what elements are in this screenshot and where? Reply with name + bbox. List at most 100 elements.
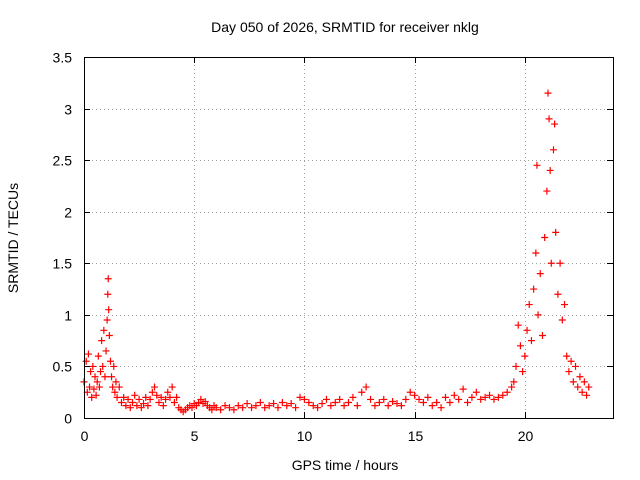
x-tick-label: 10 — [297, 428, 313, 444]
data-point — [102, 347, 110, 355]
data-point — [201, 397, 209, 405]
data-point — [98, 337, 106, 345]
data-point — [84, 350, 92, 358]
data-point — [117, 399, 125, 407]
x-tick-label: 0 — [81, 428, 89, 444]
data-point — [499, 391, 507, 399]
data-point — [140, 400, 148, 408]
data-point — [142, 393, 150, 401]
data-point — [103, 316, 111, 324]
data-point — [567, 357, 575, 365]
data-point — [170, 399, 178, 407]
data-point — [574, 383, 582, 391]
data-point — [464, 399, 472, 407]
data-point — [565, 368, 573, 376]
y-tick-label: 2 — [64, 205, 72, 221]
data-point — [104, 290, 112, 298]
data-point — [519, 368, 527, 376]
data-point — [146, 395, 154, 403]
data-point — [419, 399, 427, 407]
grid-layer — [84, 57, 613, 418]
data-point — [109, 383, 117, 391]
data-point — [585, 383, 593, 391]
data-point — [494, 393, 502, 401]
data-point — [230, 406, 238, 414]
data-point — [371, 402, 379, 410]
data-point — [256, 399, 264, 407]
data-point — [173, 393, 181, 401]
data-point — [433, 399, 441, 407]
data-point — [89, 362, 97, 370]
data-point — [99, 362, 107, 370]
data-point — [93, 378, 101, 386]
data-point — [572, 362, 580, 370]
data-point — [563, 352, 571, 360]
data-point — [292, 404, 300, 412]
y-tick-label: 2.5 — [53, 153, 73, 169]
data-point — [546, 166, 554, 174]
data-point — [345, 399, 352, 407]
data-point — [336, 395, 344, 403]
data-point — [503, 388, 511, 396]
data-point — [544, 89, 552, 97]
data-point — [314, 404, 322, 412]
data-point — [274, 404, 282, 412]
data-point — [472, 388, 480, 396]
data-point — [411, 391, 419, 399]
data-point — [151, 383, 159, 391]
data-point — [558, 316, 566, 324]
data-point — [157, 393, 165, 401]
data-point — [86, 383, 94, 391]
data-point — [508, 383, 516, 391]
x-tick-label: 20 — [518, 428, 534, 444]
data-point — [135, 395, 143, 403]
data-point — [122, 402, 130, 410]
data-point — [234, 402, 242, 410]
data-point — [217, 406, 225, 414]
data-point — [477, 395, 485, 403]
data-point — [384, 402, 392, 410]
data-point — [441, 393, 449, 401]
y-tick-label: 3 — [64, 102, 72, 118]
data-point — [533, 161, 541, 169]
data-point — [131, 391, 139, 399]
data-point — [569, 378, 577, 386]
y-tick-label: 0 — [64, 411, 72, 427]
data-point — [514, 321, 522, 329]
data-point — [110, 362, 118, 370]
data-point — [168, 383, 176, 391]
data-point — [428, 402, 436, 410]
data-point — [88, 393, 96, 401]
data-point — [353, 402, 361, 410]
data-point — [155, 399, 163, 407]
data-point — [446, 399, 454, 407]
data-point — [481, 393, 489, 401]
data-point — [322, 395, 330, 403]
data-point — [305, 399, 313, 407]
data-point — [397, 402, 405, 410]
data-point — [95, 383, 103, 391]
data-point — [243, 400, 251, 408]
data-point — [578, 388, 586, 396]
data-point — [362, 383, 370, 391]
data-point — [133, 402, 141, 410]
data-point — [112, 378, 120, 386]
data-point — [525, 301, 533, 309]
y-tick-label: 1.5 — [53, 256, 73, 272]
data-point — [97, 368, 105, 376]
data-point — [547, 259, 555, 267]
data-point — [527, 337, 535, 345]
data-point — [128, 399, 136, 407]
chart-title: Day 050 of 2026, SRMTID for receiver nkl… — [211, 19, 479, 35]
data-point — [543, 187, 551, 195]
data-point — [126, 404, 134, 412]
data-point — [82, 357, 90, 365]
data-point — [148, 388, 156, 396]
x-tick-label: 15 — [408, 428, 424, 444]
data-point — [389, 397, 397, 405]
data-point — [490, 395, 498, 403]
data-point — [549, 146, 557, 154]
data-point — [552, 228, 560, 236]
